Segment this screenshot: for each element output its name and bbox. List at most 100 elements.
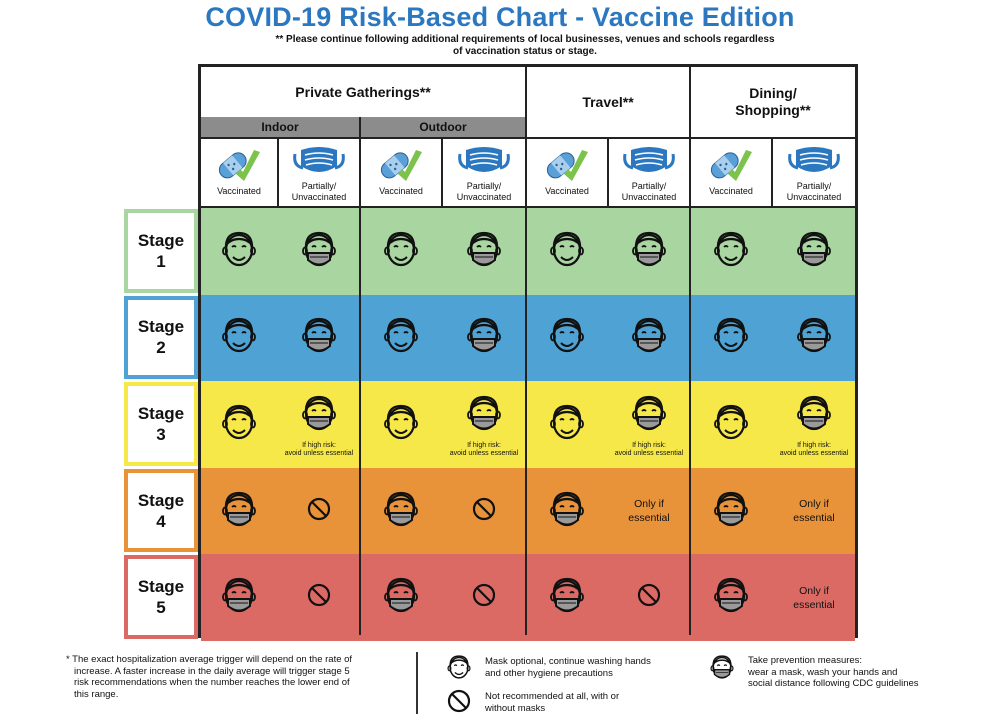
smiling-face-icon — [547, 227, 587, 276]
risk-cell-prevention — [443, 208, 525, 295]
risk-cell-prevention — [527, 468, 607, 555]
stage-word: Stage — [137, 403, 185, 423]
smiling-face-icon — [547, 400, 587, 449]
footnote: * The exact hospitalization average trig… — [66, 654, 406, 700]
masked-face-icon — [629, 227, 669, 276]
note-line-2: avoid unless essential — [284, 449, 354, 457]
risk-cell-mask-optional — [527, 381, 607, 468]
group-header-dining-shopping: Dining/ Shopping** — [691, 67, 855, 137]
column-label-line-1: Vaccinated — [217, 186, 261, 196]
smiling-face-icon — [219, 400, 259, 449]
masked-face-icon — [381, 573, 421, 622]
subtitle-line-2: of vaccination status or stage. — [453, 46, 597, 57]
face-mask-icon — [291, 139, 347, 181]
only-if-line-2: essential — [793, 512, 835, 525]
smiling-face-icon — [219, 313, 259, 362]
risk-cell-mask-optional — [361, 295, 441, 382]
high-risk-note: If high risk: avoid unless essential — [615, 442, 684, 458]
masked-face-icon — [219, 487, 259, 536]
note-line-2: avoid unless essential — [779, 449, 849, 457]
masked-face-icon — [299, 227, 339, 276]
footnote-line: this range. — [74, 688, 119, 700]
only-if-essential-text: Only if essential — [793, 584, 834, 612]
masked-face-icon — [629, 391, 669, 440]
only-if-line-1: Only if — [799, 498, 829, 511]
stage-number: 4 — [156, 511, 166, 531]
group-header-dining-line-2: Shopping** — [735, 102, 811, 118]
legend-no-line-1: Not recommended at all, with or — [485, 691, 620, 702]
footnote-line: risk recommendations when the number rea… — [74, 677, 350, 688]
only-if-line-1: Only if — [799, 584, 829, 597]
column-label-line-1: Vaccinated — [545, 186, 589, 196]
masked-face-icon — [547, 573, 587, 622]
legend-mask-text: Take prevention measures: wear a mask, w… — [748, 655, 919, 690]
stage-label-1: Stage 1 — [124, 209, 198, 293]
masked-face-icon — [299, 391, 339, 440]
high-risk-note: If high risk: avoid unless essential — [780, 442, 849, 458]
risk-cell-prevention — [201, 554, 277, 641]
note-line-1: If high risk: — [632, 441, 666, 449]
masked-face-icon — [464, 313, 504, 362]
vaccine-bandage-icon — [376, 139, 426, 181]
risk-cell-prevention: If high risk: avoid unless essential — [443, 381, 525, 468]
risk-cell-prevention — [361, 468, 441, 555]
only-if-essential-text: Only if essential — [793, 497, 834, 525]
subheader-outdoor: Outdoor — [361, 117, 525, 137]
column-header-vaccinated: Vaccinated — [527, 139, 607, 205]
prohibited-icon — [471, 582, 497, 613]
stage-number: 5 — [156, 598, 166, 618]
group-header-travel: Travel** — [582, 93, 634, 110]
masked-face-icon — [794, 313, 834, 362]
risk-cell-mask-optional — [361, 381, 441, 468]
only-if-line-2: essential — [793, 598, 835, 611]
column-header-vaccinated: Vaccinated — [691, 139, 771, 205]
risk-cell-prevention — [279, 208, 359, 295]
face-mask-icon — [786, 139, 842, 181]
column-header-partial: Partially/Unvaccinated — [279, 139, 359, 205]
risk-cell-only-if-essential: Only if essential — [773, 554, 855, 641]
legend-prohibited-text: Not recommended at all, with or without … — [485, 691, 619, 714]
legend-smile-icon — [445, 652, 473, 687]
legend-mask-line-1: Take prevention measures: — [748, 655, 863, 666]
high-risk-note: If high risk: avoid unless essential — [285, 442, 354, 458]
column-label-line-1: Vaccinated — [709, 186, 753, 196]
stage-word: Stage — [137, 230, 185, 250]
face-mask-icon — [621, 139, 677, 181]
legend-divider — [416, 652, 418, 714]
smiling-face-icon — [711, 313, 751, 362]
risk-cell-mask-optional — [201, 208, 277, 295]
column-label-line-2: Unvaccinated — [456, 192, 512, 202]
note-line-2: avoid unless essential — [449, 449, 519, 457]
subtitle-line-1: ** Please continue following additional … — [275, 34, 775, 45]
footnote-line: * The exact hospitalization average trig… — [66, 654, 353, 665]
risk-cell-prevention — [279, 295, 359, 382]
column-header-vaccinated: Vaccinated — [201, 139, 277, 205]
risk-cell-mask-optional — [527, 208, 607, 295]
stage-number: 3 — [156, 424, 166, 444]
stage-row-band — [201, 208, 855, 295]
column-label-line-2: Unvaccinated — [786, 192, 842, 202]
risk-cell-prevention — [201, 468, 277, 555]
column-header-partial: Partially/Unvaccinated — [443, 139, 525, 205]
divider — [607, 137, 609, 206]
footnote-line: increase. A faster increase in the daily… — [74, 665, 350, 677]
column-label-line-1: Partially/ — [466, 181, 502, 191]
risk-cell-mask-optional — [361, 208, 441, 295]
divider — [771, 137, 773, 206]
stage-label-5: Stage 5 — [124, 555, 198, 639]
vaccine-bandage-icon — [542, 139, 592, 181]
masked-face-icon — [299, 313, 339, 362]
risk-cell-prevention: If high risk: avoid unless essential — [279, 381, 359, 468]
masked-face-icon — [794, 227, 834, 276]
risk-chart-grid: Private Gatherings** Travel** Dining/ Sh… — [198, 64, 858, 641]
risk-cell-mask-optional — [691, 295, 771, 382]
subheader-indoor: Indoor — [201, 117, 359, 137]
face-mask-icon — [456, 139, 512, 181]
stage-label-2: Stage 2 — [124, 295, 198, 380]
legend-prohibited-icon — [446, 688, 472, 719]
smiling-face-icon — [381, 400, 421, 449]
divider — [359, 117, 361, 635]
divider — [201, 206, 855, 208]
risk-cell-not-recommended — [443, 554, 525, 641]
risk-cell-mask-optional — [201, 295, 277, 382]
